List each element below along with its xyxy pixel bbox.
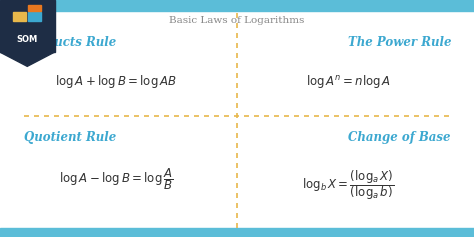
Bar xyxy=(13,12,27,21)
Text: Products Rule: Products Rule xyxy=(23,36,116,49)
Text: Basic Laws of Logarithms: Basic Laws of Logarithms xyxy=(169,16,305,25)
Polygon shape xyxy=(0,52,55,66)
Text: The Power Rule: The Power Rule xyxy=(348,36,452,49)
Bar xyxy=(0,0,474,11)
Bar xyxy=(0,228,474,237)
Text: Change of Base: Change of Base xyxy=(348,131,451,144)
Text: $\log A^n = n \log A$: $\log A^n = n \log A$ xyxy=(306,73,391,90)
Text: Quotient Rule: Quotient Rule xyxy=(24,131,116,144)
Text: $\log_b X = \dfrac{(\log_a X)}{(\log_a b)}$: $\log_b X = \dfrac{(\log_a X)}{(\log_a b… xyxy=(302,168,395,202)
Bar xyxy=(28,12,42,21)
Text: $\log A - \log B = \log \dfrac{A}{B}$: $\log A - \log B = \log \dfrac{A}{B}$ xyxy=(59,166,173,192)
Bar xyxy=(28,5,42,11)
Text: SOM: SOM xyxy=(17,35,38,44)
Text: $\log A + \log B = \log AB$: $\log A + \log B = \log AB$ xyxy=(55,73,177,90)
Bar xyxy=(0,0,55,52)
